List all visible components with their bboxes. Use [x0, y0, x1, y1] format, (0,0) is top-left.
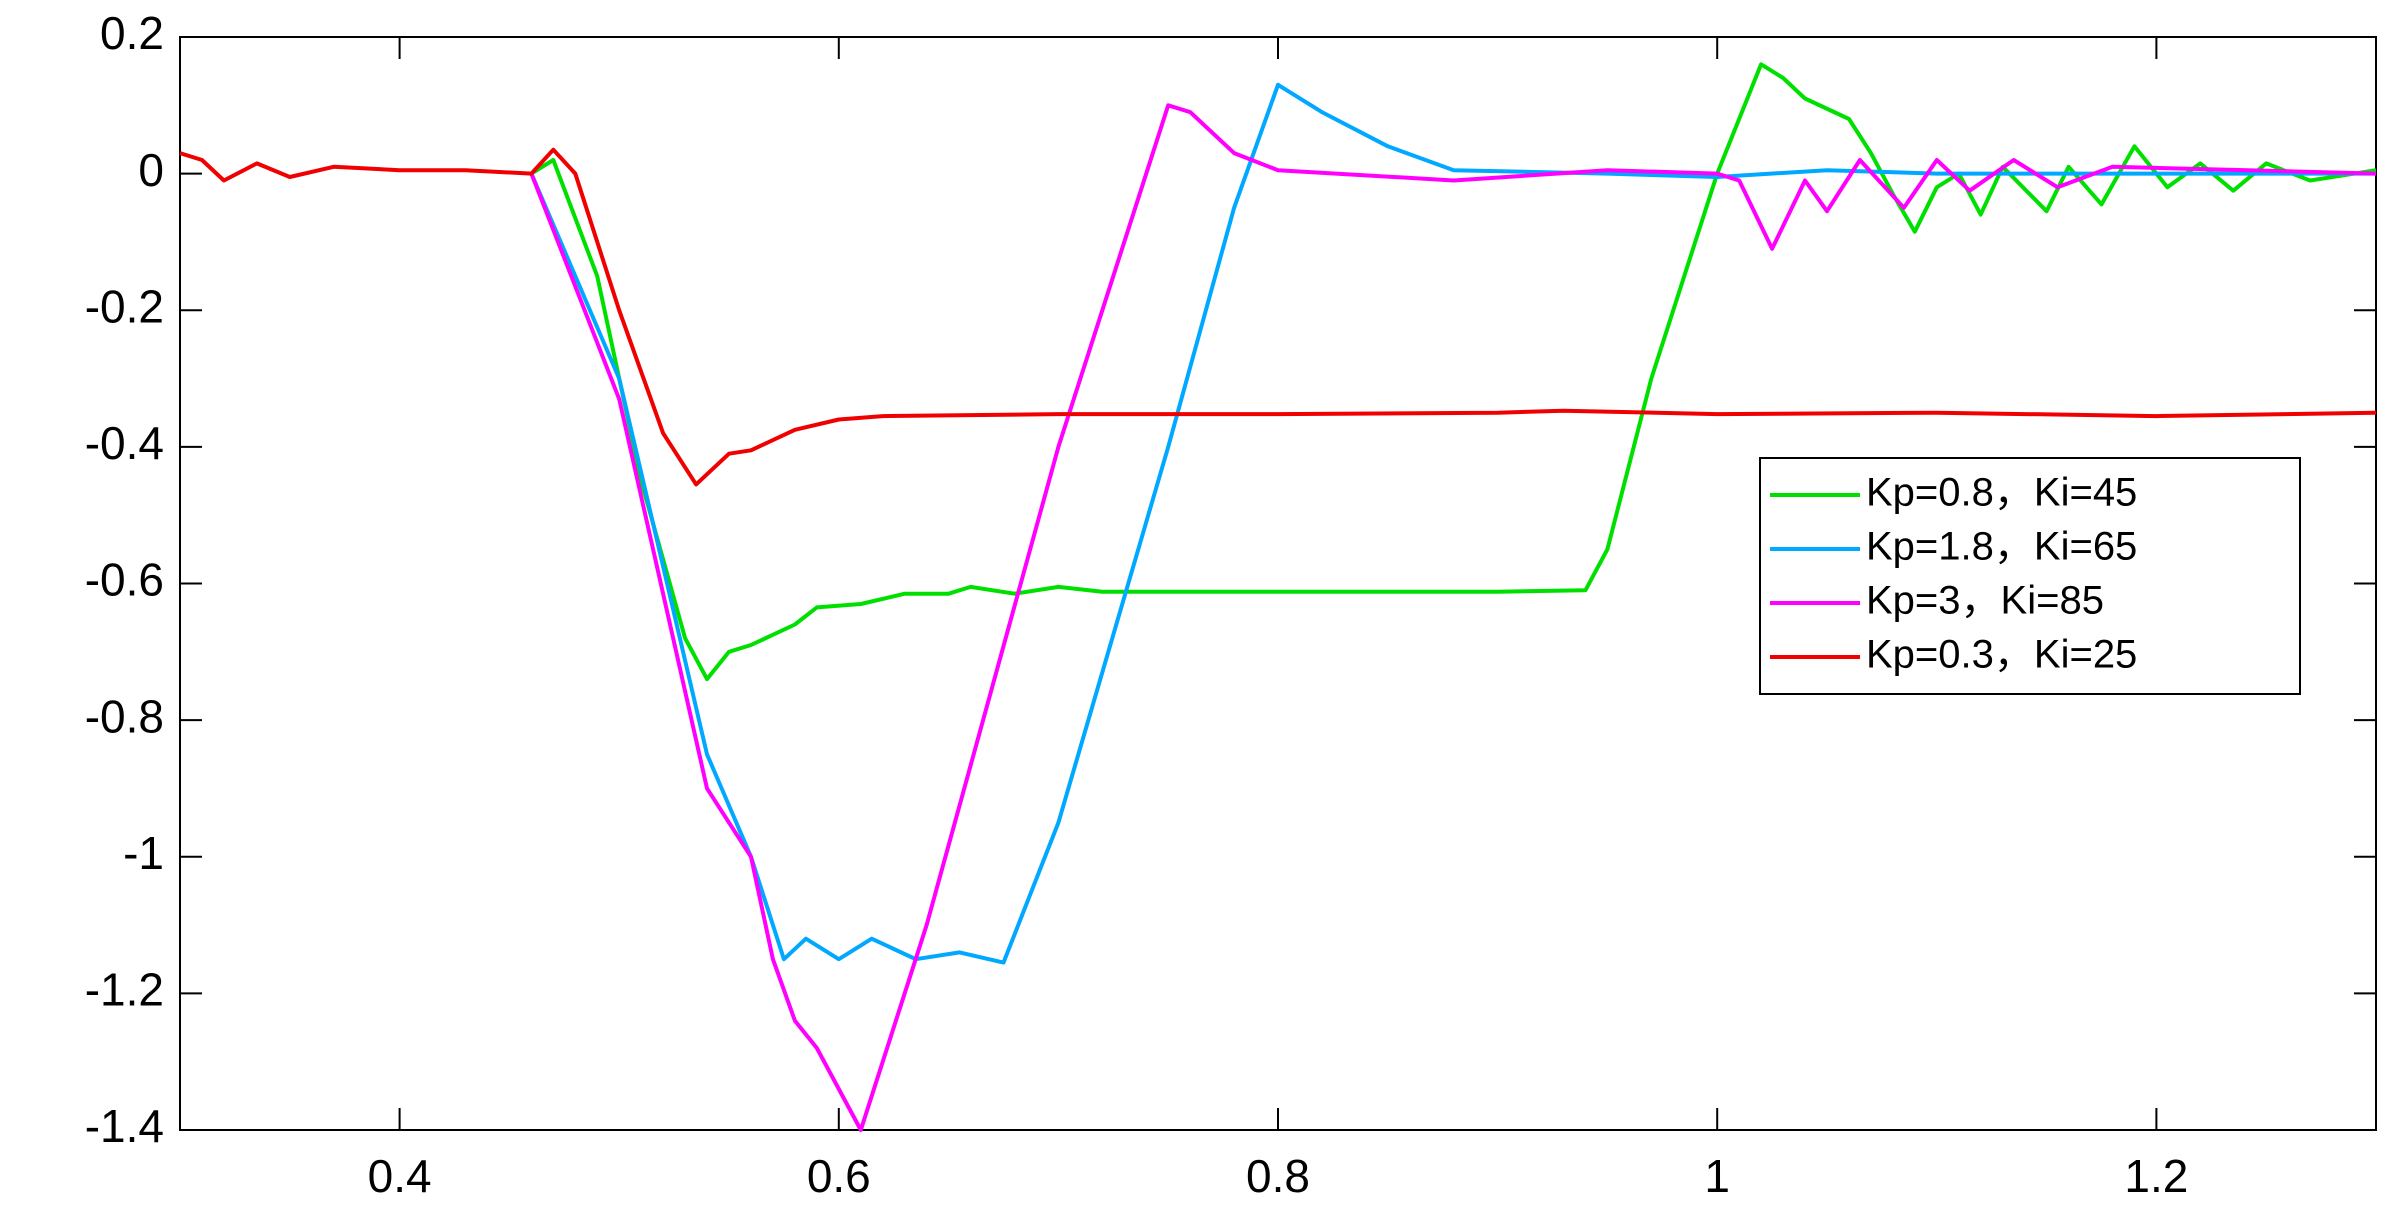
y-tick-label: 0 [138, 144, 164, 196]
axes-frame [179, 36, 2377, 1131]
y-tick-label: -0.8 [85, 690, 164, 742]
x-tick-label: 1.2 [2124, 1150, 2188, 1202]
y-tick-label: -1 [123, 827, 164, 879]
legend-label: Kp=1.8，Ki=65 [1866, 525, 2137, 569]
y-tick-label: -0.4 [85, 417, 164, 469]
legend-label: Kp=3，Ki=85 [1866, 579, 2104, 623]
series-line [529, 103, 2377, 1132]
y-tick-label: 0.2 [100, 7, 164, 59]
series-line [530, 62, 2377, 682]
series-line [179, 147, 2377, 487]
series-line [529, 82, 2376, 965]
y-tick-label: -1.4 [85, 1100, 164, 1152]
x-tick-label: 0.4 [368, 1150, 432, 1202]
y-tick-label: -0.2 [85, 280, 164, 332]
x-tick-label: 1 [1704, 1150, 1730, 1202]
legend-label: Kp=0.3，Ki=25 [1866, 633, 2137, 677]
x-tick-label: 0.6 [807, 1150, 871, 1202]
legend-box [1759, 457, 2301, 695]
y-tick-label: -0.6 [85, 554, 164, 606]
y-tick-label: -1.2 [85, 964, 164, 1016]
x-tick-label: 0.8 [1246, 1150, 1310, 1202]
legend-label: Kp=0.8，Ki=45 [1866, 471, 2137, 515]
